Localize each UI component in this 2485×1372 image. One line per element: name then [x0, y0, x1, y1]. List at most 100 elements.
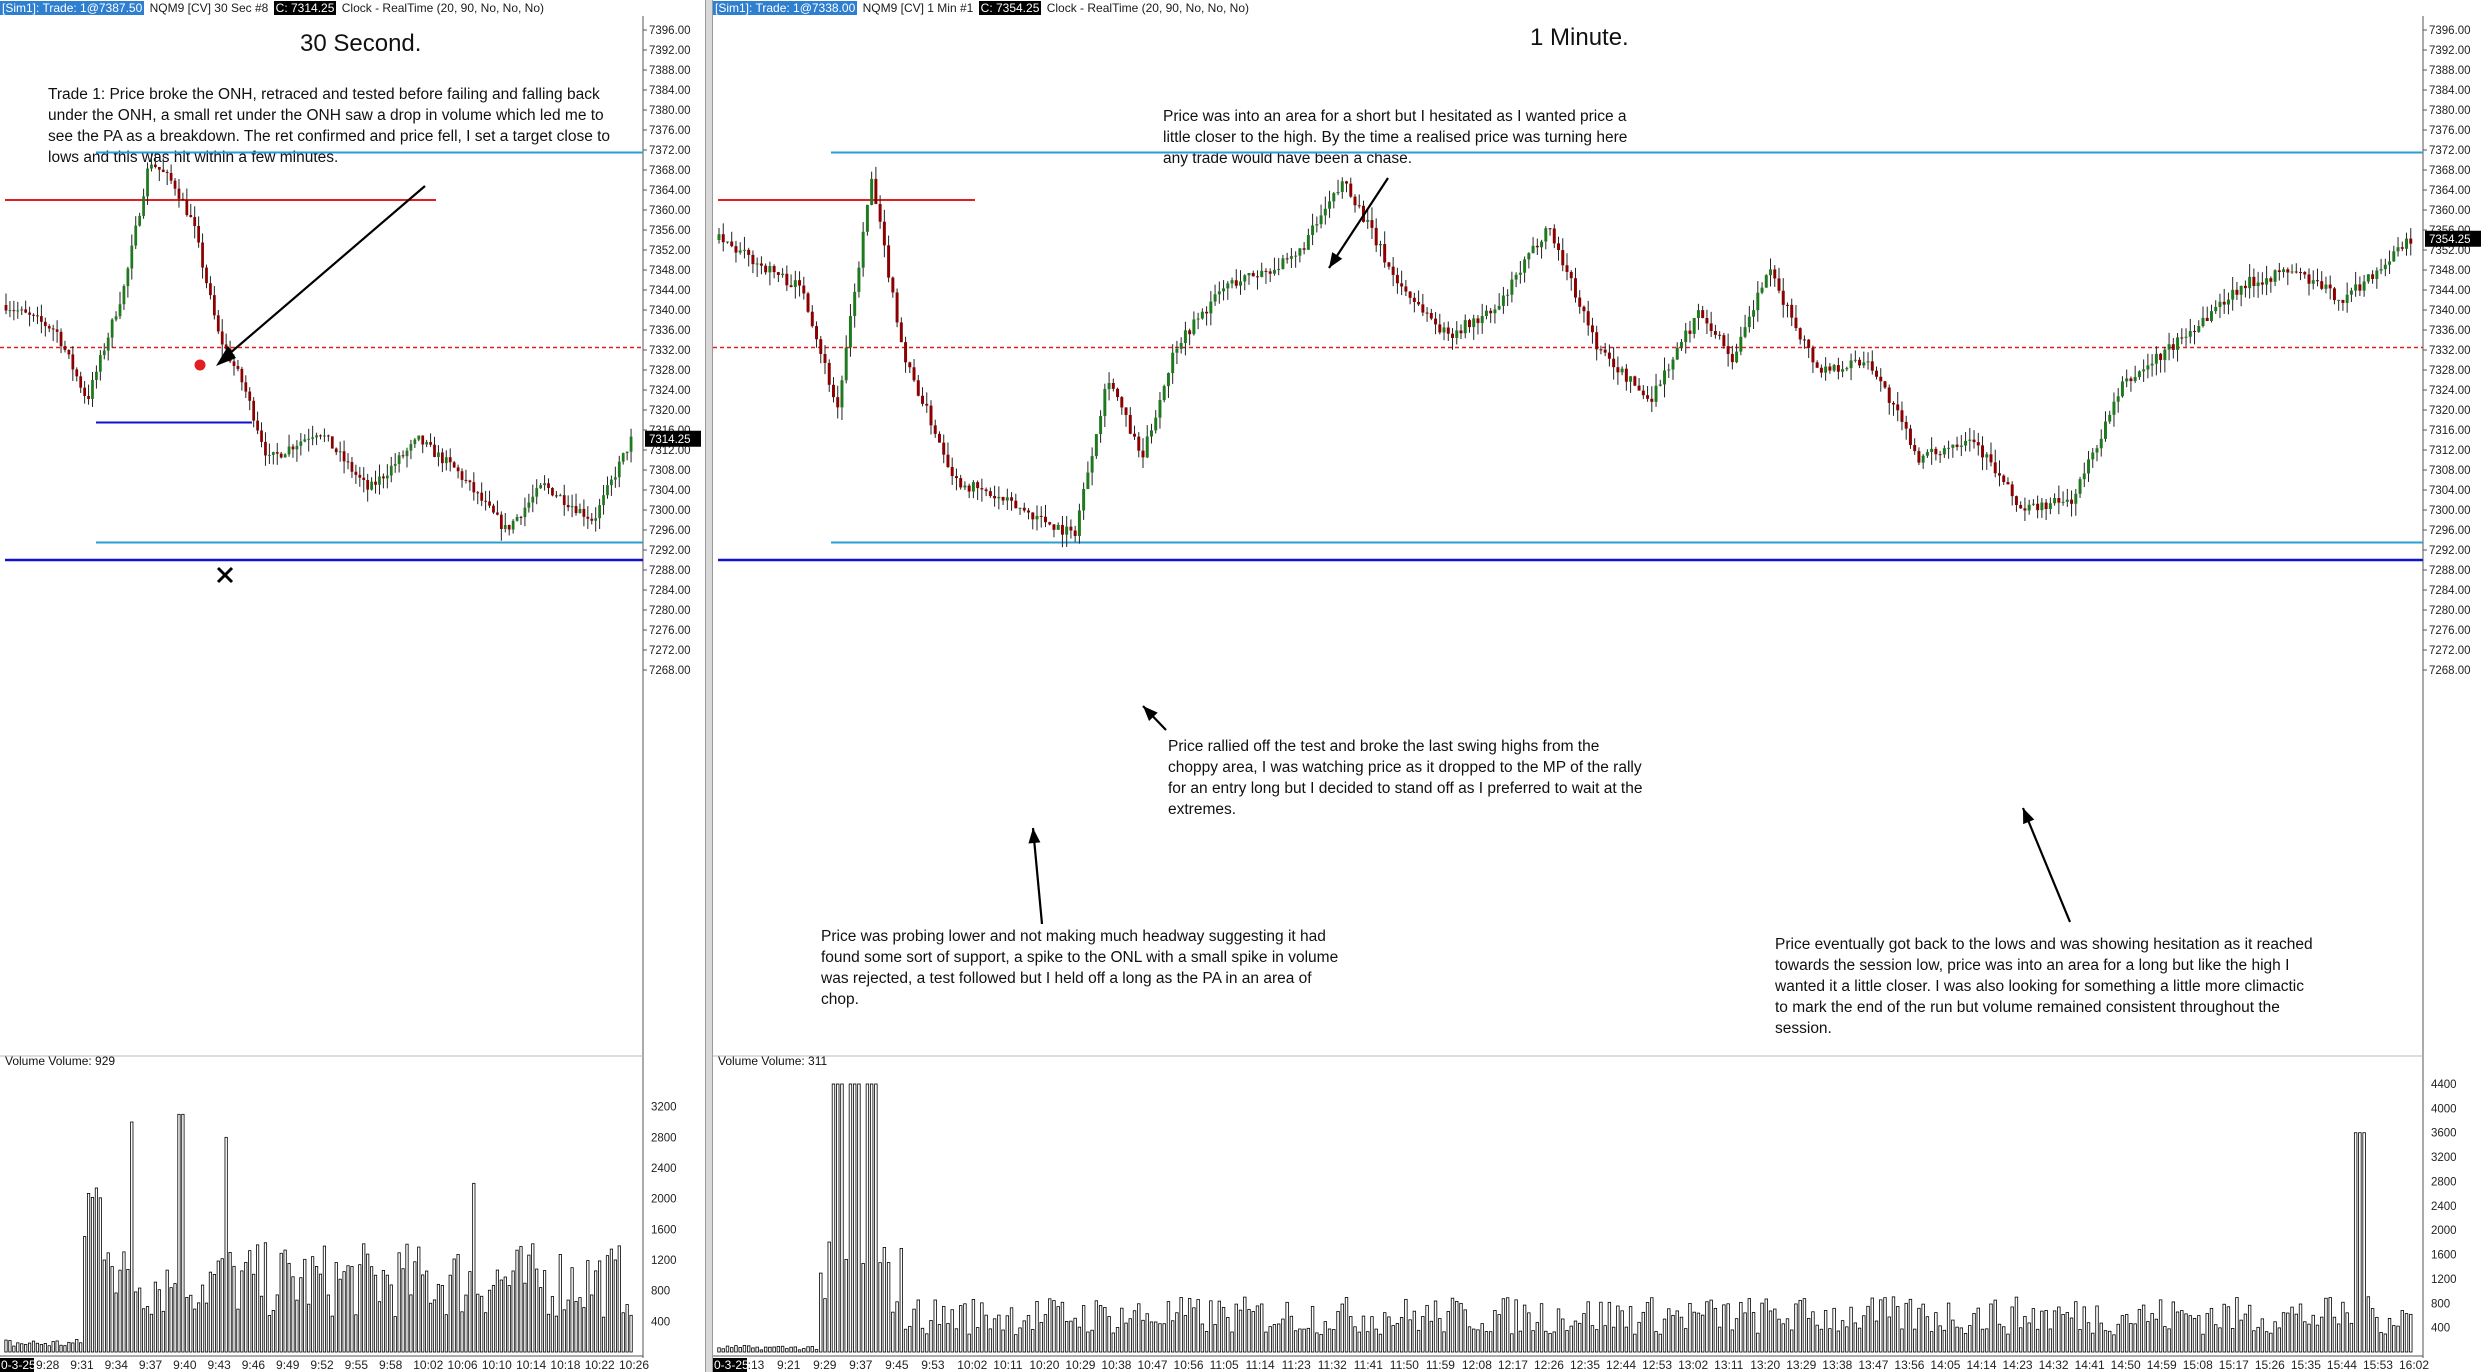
time-tick-label: 14:50 — [2111, 1358, 2141, 1372]
volume-bar — [197, 1302, 201, 1353]
candle-body — [590, 518, 594, 521]
date-tag-text: 0-3-25 — [714, 1358, 749, 1372]
candle-body — [1039, 515, 1043, 517]
candle-body — [2366, 274, 2370, 282]
candle-body — [870, 178, 874, 205]
candle-body — [1489, 310, 1493, 314]
volume-bar — [1438, 1318, 1442, 1353]
volume-bar — [980, 1302, 984, 1353]
candle-body — [2133, 377, 2137, 382]
volume-bar — [1018, 1327, 1022, 1353]
volume-bar — [2400, 1310, 2404, 1353]
volume-bar — [1628, 1306, 1633, 1353]
volume-bar — [4, 1339, 8, 1353]
volume-bar — [1866, 1305, 1870, 1353]
volume-bar — [1073, 1317, 1077, 1353]
volume-bar — [1857, 1327, 1862, 1353]
volume-bar — [730, 1347, 734, 1353]
candle-body — [1387, 262, 1391, 267]
price-tick-label: 7316.00 — [2429, 425, 2471, 437]
candle-body — [1217, 291, 1221, 295]
candle-body — [946, 454, 950, 467]
candle-body — [2252, 276, 2256, 287]
volume-bar — [1196, 1299, 1200, 1353]
panel-splitter[interactable] — [705, 0, 713, 1372]
candle-body — [1209, 301, 1213, 314]
price-chart-1min[interactable]: 7396.00 7392.00 7388.00 7384.00 7380.00 7376.… — [713, 0, 2485, 1372]
annotation-arrow — [1031, 827, 1044, 925]
volume-bar — [1251, 1311, 1255, 1353]
candle-body — [1773, 269, 1777, 279]
time-tick-label: 10:20 — [1029, 1358, 1059, 1372]
volume-bar — [2290, 1306, 2294, 1353]
candle-body — [2171, 344, 2175, 350]
time-tick-label: 12:53 — [1642, 1358, 1672, 1372]
candle-body — [256, 420, 259, 431]
candle-body — [1853, 359, 1857, 361]
candle-body — [887, 245, 891, 278]
volume-bar — [2091, 1332, 2095, 1353]
volume-bar — [2214, 1324, 2218, 1353]
price-tick-label: 7344.00 — [649, 285, 691, 297]
volume-bar — [444, 1314, 448, 1353]
candle-body — [519, 517, 523, 519]
candle-body — [2120, 381, 2124, 397]
volume-bar — [1845, 1326, 1849, 1353]
candle-body — [1947, 447, 1951, 449]
volume-bar — [228, 1252, 232, 1353]
volume-bar — [550, 1296, 555, 1353]
candle-body — [287, 446, 291, 455]
time-tick-label: 15:35 — [2291, 1358, 2321, 1372]
volume-bar — [1455, 1300, 1459, 1353]
candle-body — [1887, 387, 1891, 403]
volume-bar — [370, 1266, 374, 1353]
candle-body — [421, 435, 425, 445]
price-tick-label: 7288.00 — [2429, 565, 2471, 577]
candle-body — [950, 466, 954, 477]
volume-bar — [861, 1263, 865, 1353]
candle-body — [1094, 434, 1098, 457]
candle-body — [1879, 376, 1883, 382]
candle-body — [578, 508, 582, 514]
volume-bar — [523, 1282, 527, 1353]
chart-panel-30sec[interactable]: [Sim1]: Trade: 1@7387.50 NQM9 [CV] 30 Se… — [0, 0, 705, 1372]
candle-body — [1917, 451, 1921, 463]
candle-body — [16, 310, 20, 312]
candle-body — [1103, 389, 1107, 417]
candle-body — [515, 517, 519, 521]
volume-bar — [2099, 1322, 2103, 1353]
candle-body — [764, 265, 768, 273]
price-tick-label: 7304.00 — [649, 485, 691, 497]
volume-bar — [1081, 1305, 1086, 1353]
volume-bar — [1705, 1301, 1709, 1353]
candle-body — [1128, 414, 1132, 434]
candle-body — [275, 452, 279, 454]
x-stroke — [216, 566, 234, 584]
volume-bar — [759, 1349, 764, 1353]
volume-bar — [1522, 1304, 1527, 1353]
price-tick-label: 7376.00 — [2429, 125, 2471, 137]
volume-bar — [721, 1348, 725, 1353]
volume-bar — [954, 1328, 959, 1353]
volume-bar — [224, 1136, 228, 1353]
candle-body — [1997, 473, 2001, 476]
arrowhead-icon — [1028, 828, 1041, 844]
volume-bar — [1315, 1332, 1319, 1353]
volume-bar — [417, 1246, 421, 1353]
price-tick-label: 7272.00 — [2429, 645, 2471, 657]
chart-panel-1min[interactable]: [Sim1]: Trade: 1@7338.00 NQM9 [CV] 1 Min… — [713, 0, 2485, 1372]
candle-body — [1599, 349, 1603, 351]
volume-bar — [145, 1306, 150, 1353]
volume-bar — [362, 1243, 366, 1353]
candle-body — [389, 465, 393, 476]
price-chart-30sec[interactable]: 7396.00 7392.00 7388.00 7384.00 7380.00 7376.… — [0, 0, 705, 1372]
volume-bar — [2120, 1315, 2125, 1353]
volume-label: Volume Volume: 929 — [5, 1054, 116, 1068]
time-tick-label: 9:29 — [813, 1358, 837, 1372]
candle-body — [330, 436, 334, 449]
volume-bar — [1573, 1320, 1578, 1353]
price-tick-label: 7332.00 — [2429, 345, 2471, 357]
volume-bar — [578, 1297, 582, 1353]
volume-bar — [2303, 1321, 2307, 1353]
volume-bar — [1870, 1297, 1874, 1353]
